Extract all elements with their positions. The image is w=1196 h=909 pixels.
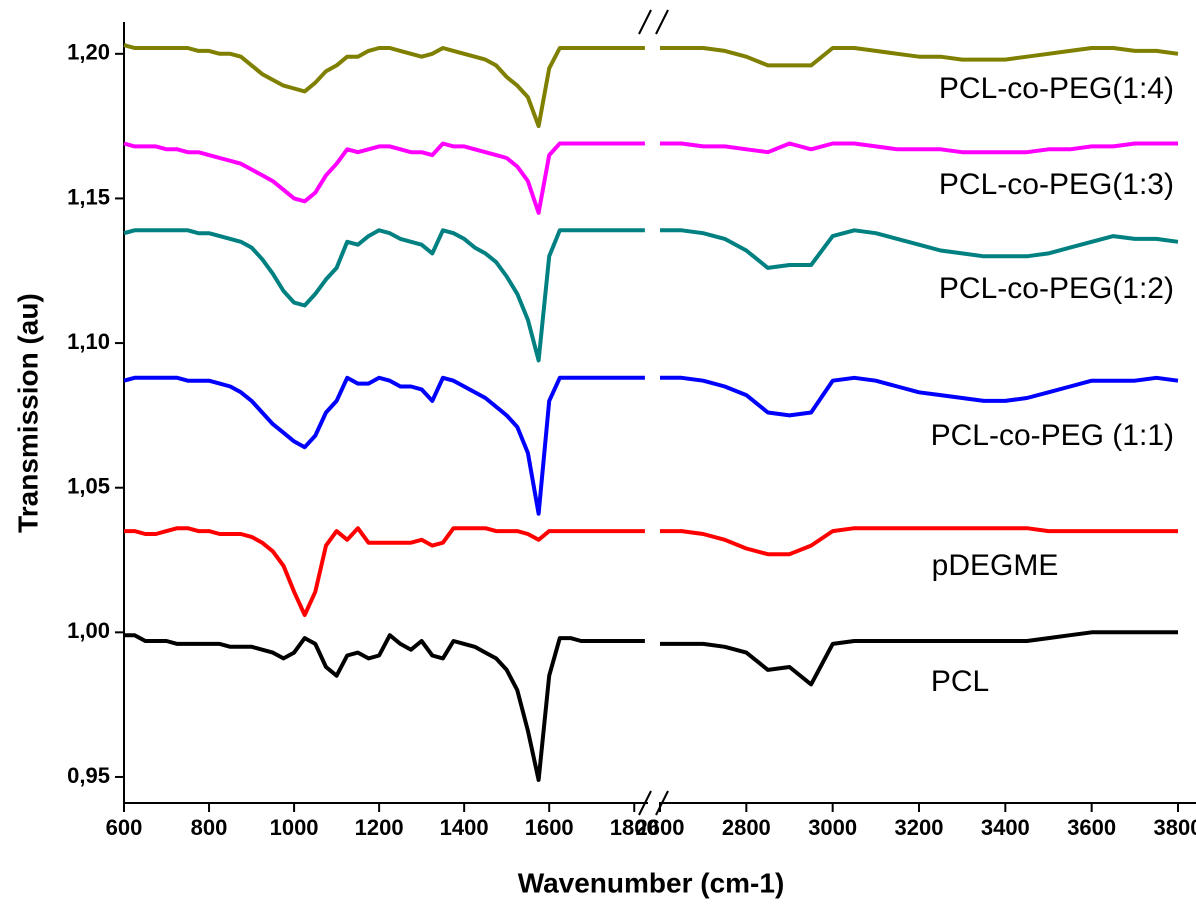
axis-break-mark — [638, 790, 652, 816]
x-axis-title: Wavenumber (cm-1) — [518, 867, 785, 898]
y-tick-label: 1,20 — [67, 40, 110, 65]
x-tick-label: 1800 — [610, 815, 659, 840]
axis-break-gap — [648, 18, 659, 26]
series-line — [124, 630, 1178, 782]
x-tick-label: 3600 — [1067, 815, 1116, 840]
series-line — [123, 228, 1179, 363]
x-tick-label: 1400 — [440, 815, 489, 840]
series-label: PCL-co-PEG(1:2) — [939, 272, 1174, 305]
x-tick-label: 800 — [191, 815, 228, 840]
series-label: PCL — [931, 665, 989, 698]
y-tick-label: 1,10 — [67, 329, 110, 354]
x-tick-label: 3000 — [808, 815, 857, 840]
x-tick-label: 1600 — [525, 815, 574, 840]
x-tick-label: 2800 — [722, 815, 771, 840]
axis-break-gap — [648, 799, 659, 807]
y-tick-label: 1,00 — [67, 618, 110, 643]
axis-break-mark — [638, 9, 652, 35]
y-axis-title: Transmission (au) — [12, 293, 43, 533]
x-tick-label: 3400 — [981, 815, 1030, 840]
x-tick-label: 3800 — [1154, 815, 1196, 840]
series-line — [123, 375, 1179, 516]
series-label: PCL-co-PEG(1:4) — [939, 72, 1174, 105]
y-tick-label: 1,15 — [67, 184, 110, 209]
series-label: PCL-co-PEG (1:1) — [931, 419, 1174, 452]
series-label: PCL-co-PEG(1:3) — [939, 168, 1174, 201]
y-tick-label: 0,95 — [67, 763, 110, 788]
series-label: pDEGME — [932, 549, 1059, 582]
x-tick-label: 600 — [106, 815, 143, 840]
x-tick-label: 3200 — [895, 815, 944, 840]
axis-break-mark — [655, 9, 669, 35]
x-tick-label: 1200 — [355, 815, 404, 840]
x-tick-label: 1000 — [270, 815, 319, 840]
series-line — [123, 141, 1178, 215]
x-tick-label: 2600 — [636, 815, 685, 840]
axis-break-mark — [655, 790, 669, 816]
series-line — [123, 43, 1179, 129]
series-line — [124, 526, 1178, 617]
y-tick-label: 1,05 — [67, 474, 110, 499]
